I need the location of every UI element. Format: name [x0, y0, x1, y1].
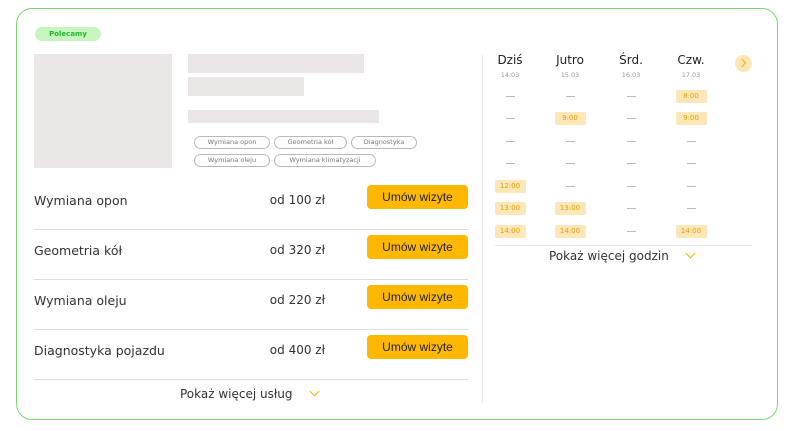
day-date: 15.03	[560, 71, 580, 79]
day-label: Dziś	[497, 53, 523, 67]
unavailable-slot	[565, 140, 575, 142]
day-column: Dziś 14.03 12:00 13:00 14:00	[482, 53, 538, 243]
day-column: Jutro 15.03 9:00 13:00 14:00	[542, 53, 598, 243]
service-row: Wymiana oleju od 220 zł Umów wizyte	[34, 280, 468, 330]
book-button[interactable]: Umów wizyte	[367, 235, 468, 259]
unavailable-slot	[686, 140, 696, 142]
unavailable-slot	[565, 185, 575, 187]
day-date: 14.03	[500, 71, 520, 79]
unavailable-slot	[505, 140, 515, 142]
day-date: 16.03	[621, 71, 641, 79]
tag: Geometria kół	[274, 136, 347, 149]
day-label: Śrd.	[619, 53, 643, 67]
service-price: od 400 zł	[269, 343, 325, 357]
day-date: 17.03	[681, 71, 701, 79]
time-slot[interactable]: 12:00	[494, 179, 526, 193]
time-slot[interactable]: 9:00	[675, 112, 707, 126]
image-placeholder	[34, 54, 172, 168]
book-button[interactable]: Umów wizyte	[367, 285, 468, 309]
day-label: Czw.	[677, 53, 705, 67]
chevron-down-icon	[685, 248, 696, 259]
unavailable-slot	[686, 185, 696, 187]
time-slot[interactable]: 13:00	[554, 202, 586, 216]
unavailable-slot	[626, 163, 636, 165]
show-more-hours[interactable]: Pokaż więcej godzin	[549, 248, 696, 263]
service-row: Diagnostyka pojazdu od 400 zł Umów wizyt…	[34, 330, 468, 380]
unavailable-slot	[565, 95, 575, 97]
tag: Wymiana oleju	[194, 154, 270, 167]
time-slot[interactable]: 13:00	[494, 202, 526, 216]
book-button[interactable]: Umów wizyte	[367, 185, 468, 209]
chevron-down-icon	[309, 386, 319, 397]
day-column: Czw. 17.03 8:00 9:00 14:00	[663, 53, 719, 243]
time-slot[interactable]: 8:00	[675, 89, 707, 103]
service-price: od 220 zł	[269, 293, 325, 307]
tag: Wymiana klimatyzacji	[274, 154, 376, 167]
tag: Diagnostyka	[351, 136, 417, 149]
time-slot[interactable]: 14:00	[494, 224, 526, 238]
unavailable-slot	[626, 95, 636, 97]
time-slot[interactable]: 14:00	[554, 224, 586, 238]
service-row: Geometria kół od 320 zł Umów wizyte	[34, 230, 468, 280]
service-name: Diagnostyka pojazdu	[34, 343, 165, 358]
tag: Wymiana opon	[194, 136, 270, 149]
show-more-services[interactable]: Pokaż więcej usług	[180, 386, 319, 401]
unavailable-slot	[505, 163, 515, 165]
chevron-right-icon	[737, 58, 747, 68]
unavailable-slot	[626, 230, 636, 232]
unavailable-slot	[626, 185, 636, 187]
time-slot[interactable]: 9:00	[554, 112, 586, 126]
service-price: od 100 zł	[269, 193, 325, 207]
next-days-button[interactable]	[735, 55, 752, 72]
unavailable-slot	[626, 118, 636, 120]
service-name: Wymiana oleju	[34, 293, 127, 308]
title-placeholder	[188, 54, 364, 73]
unavailable-slot	[565, 163, 575, 165]
unavailable-slot	[505, 118, 515, 120]
unavailable-slot	[505, 95, 515, 97]
day-column: Śrd. 16.03	[603, 53, 659, 243]
show-more-services-label: Pokaż więcej usług	[180, 387, 293, 401]
unavailable-slot	[626, 208, 636, 210]
day-label: Jutro	[556, 53, 584, 67]
time-slot[interactable]: 14:00	[675, 224, 707, 238]
subtitle-placeholder	[188, 77, 304, 96]
divider	[495, 245, 752, 246]
service-price: od 320 zł	[269, 243, 325, 257]
service-name: Wymiana opon	[34, 193, 128, 208]
unavailable-slot	[686, 208, 696, 210]
recommended-badge: Polecamy	[35, 27, 101, 41]
show-more-hours-label: Pokaż więcej godzin	[549, 249, 669, 263]
book-button[interactable]: Umów wizyte	[367, 335, 468, 359]
service-name: Geometria kół	[34, 243, 123, 258]
unavailable-slot	[686, 163, 696, 165]
service-row: Wymiana opon od 100 zł Umów wizyte	[34, 180, 468, 230]
unavailable-slot	[626, 140, 636, 142]
address-placeholder	[188, 110, 379, 123]
divider	[482, 55, 483, 403]
